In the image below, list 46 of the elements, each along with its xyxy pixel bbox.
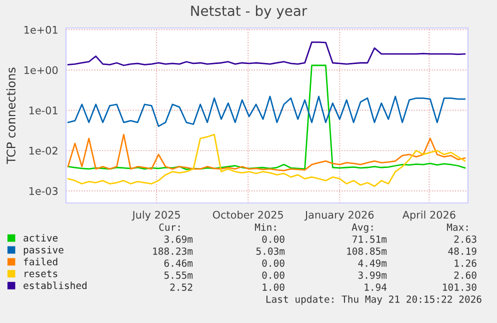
text: 1.94 xyxy=(364,283,387,291)
text: 1.00 xyxy=(262,283,284,291)
text: 5.03m xyxy=(256,247,285,255)
legend-label: active xyxy=(24,234,58,242)
legend-label: failed xyxy=(24,258,58,266)
text: 2.52 xyxy=(170,283,192,291)
text: 3.99m xyxy=(358,271,387,279)
x-tick-label: January 2026 xyxy=(304,210,374,221)
text: Last update: Thu May 21 20:15:22 2026 xyxy=(266,295,482,305)
text: 0.00 xyxy=(262,259,284,267)
y-tick-label: 1e+01 xyxy=(24,26,58,34)
chart-title: Netstat - by year xyxy=(191,5,308,19)
text: 101.30 xyxy=(443,283,476,291)
x-tick-label: April 2026 xyxy=(402,210,456,221)
text: Cur: xyxy=(159,223,180,231)
legend-label: resets xyxy=(24,270,58,278)
text: 2.63 xyxy=(454,235,476,243)
text: 108.85m xyxy=(347,247,387,255)
line-series xyxy=(67,134,466,187)
text: 1.26 xyxy=(454,259,476,267)
text: 71.51m xyxy=(352,236,387,243)
text: 48.19 xyxy=(448,247,476,255)
x-tick-label: October 2025 xyxy=(212,210,283,219)
text: 6.46m xyxy=(164,259,193,267)
y-tick-label: 1e-03 xyxy=(29,187,58,195)
line-series xyxy=(67,41,466,66)
text: Min: xyxy=(254,223,276,231)
text: 3.69m xyxy=(164,235,193,243)
text: 0.00 xyxy=(262,271,284,279)
text: 4.49m xyxy=(358,259,387,267)
text: 0.00 xyxy=(262,235,284,243)
text: Avg: xyxy=(352,224,373,233)
y-tick-label: 1e-02 xyxy=(29,146,58,155)
y-tick-label: 1e-01 xyxy=(29,106,58,114)
line-series xyxy=(67,134,466,172)
text: 2.60 xyxy=(454,271,476,279)
y-tick-label: 1e+00 xyxy=(24,66,58,74)
line-series xyxy=(67,96,466,127)
line-series xyxy=(67,64,466,170)
x-tick-label: July 2025 xyxy=(132,210,180,221)
text: 188.23m xyxy=(153,247,193,255)
legend-label: established xyxy=(24,282,86,290)
text: Max: xyxy=(446,224,468,231)
text: 5.55m xyxy=(164,272,193,279)
legend-label: passive xyxy=(24,246,64,256)
y-axis-title: TCP connections xyxy=(6,68,16,164)
